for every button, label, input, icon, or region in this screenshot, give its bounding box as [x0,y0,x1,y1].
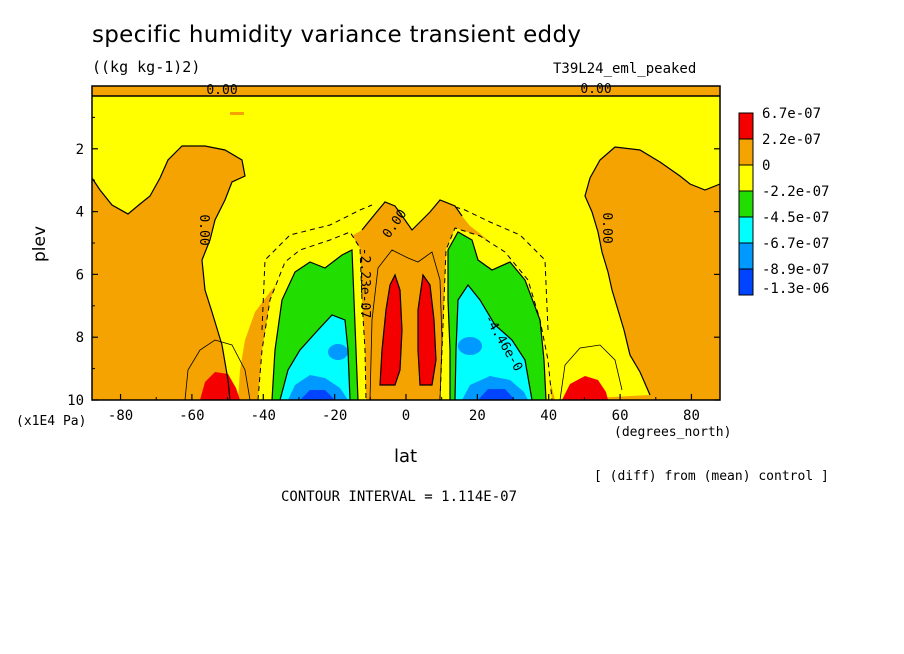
chart-title: specific humidity variance transient edd… [92,22,582,48]
contour-label: 0.00 [196,214,211,245]
field-darkblue-left [300,390,335,400]
contour-label: 0.00 [206,83,237,98]
legend-label: -6.7e-07 [762,236,829,252]
legend-label: 6.7e-07 [762,106,821,122]
field-darkblue-right [478,389,515,400]
diff-note: [ (diff) from (mean) control ] [594,469,829,484]
x-tick-label: 0 [402,408,410,424]
legend-label: 0 [762,158,770,174]
field-cyan-left [280,315,350,400]
legend-label: -4.5e-07 [762,210,829,226]
contour-lines [92,95,720,400]
y-axis-label: plev [30,225,50,262]
top-band [92,86,720,95]
x-units-label: (degrees_north) [614,425,732,440]
x-axis-label: lat [394,446,418,467]
field-blue-bottom-left [288,375,348,400]
colorbar-legend: 6.7e-07 2.2e-07 0 -2.2e-07 -4.5e-07 -6.7e-07 -… [738,106,829,297]
contour-field [92,86,720,400]
legend-label: 2.2e-07 [762,132,821,148]
legend-label: -8.9e-07 [762,262,829,278]
field-cyan-right [455,285,532,400]
x-tick-label: 60 [612,408,629,424]
legend-swatch [738,268,754,296]
y-tick-label: 8 [76,330,84,346]
x-tick-label: 40 [540,408,557,424]
x-tick-label: 20 [469,408,486,424]
legend-swatch [738,138,754,166]
y-tick-label: 2 [76,142,84,158]
x-tick-label: -20 [322,408,347,424]
x-axis: -80 -60 -40 -20 0 20 40 60 80 [108,394,700,424]
contour-label: 0.00 [580,82,611,97]
y-tick-label: 10 [67,393,84,409]
run-label: T39L24_eml_peaked [553,61,697,77]
y-tick-label: 4 [76,205,84,221]
legend-swatch [738,242,754,270]
contour-label: 0.00 [599,212,614,243]
contour-label: -2.23e-07 [357,248,372,318]
legend-swatch [738,216,754,244]
x-tick-label: -80 [108,408,133,424]
y-axis: 2 4 6 8 10 [67,116,720,409]
y-units-label: (x1E4 Pa) [16,414,87,429]
field-blue-bottom-right [462,376,528,400]
legend-swatch [738,190,754,218]
y-tick-label: 6 [76,267,84,283]
field-blue-right [458,337,482,355]
legend-swatch [738,164,754,192]
x-tick-label: 80 [683,408,700,424]
field-red-center-left [380,275,402,385]
top-blob [230,112,244,115]
x-tick-label: -40 [251,408,276,424]
field-blue-left [328,344,348,360]
field-red-sw [200,372,240,400]
x-tick-label: -60 [179,408,204,424]
legend-swatch [738,112,754,140]
units-label: ((kg kg-1)2) [92,58,201,76]
legend-label: -1.3e-06 [762,281,829,297]
legend-label: -2.2e-07 [762,184,829,200]
contour-interval: CONTOUR INTERVAL = 1.114E-07 [281,489,518,505]
contour-lines-negative [257,204,553,400]
field-yellow-upper [92,96,720,400]
field-red-se [562,376,608,400]
